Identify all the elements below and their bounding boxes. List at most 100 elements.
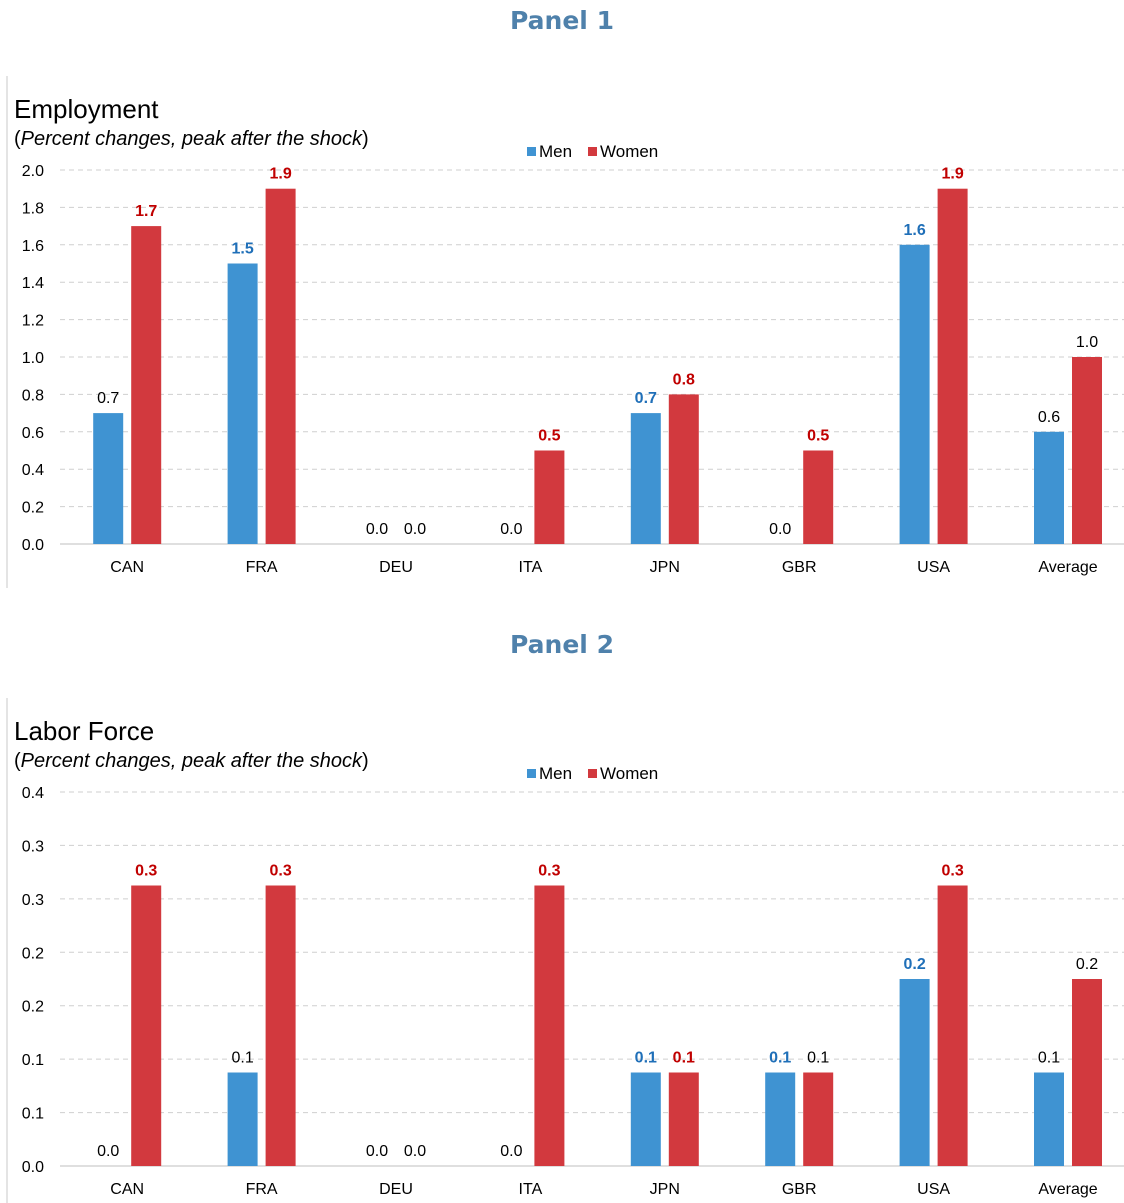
data-label-men-can: 0.7 xyxy=(97,390,119,407)
panel-1-heading: Panel 1 xyxy=(510,6,614,35)
x-tick-label: ITA xyxy=(519,1181,543,1198)
legend-swatch-men xyxy=(527,147,536,156)
x-tick-label: FRA xyxy=(246,1181,278,1198)
bar-women-can xyxy=(131,885,162,1166)
data-label-women-deu: 0.0 xyxy=(404,1143,426,1160)
bar-men-usa xyxy=(899,244,930,545)
data-label-women-gbr: 0.5 xyxy=(807,428,829,445)
bar-women-jpn xyxy=(668,394,699,544)
data-label-women-average: 0.2 xyxy=(1076,956,1098,973)
bar-women-average xyxy=(1072,979,1102,1166)
bar-men-jpn xyxy=(630,1072,661,1166)
x-tick-label: JPN xyxy=(650,559,680,576)
y-tick-label: 1.8 xyxy=(22,200,44,217)
x-tick-label: Average xyxy=(1038,559,1097,576)
data-label-men-gbr: 0.0 xyxy=(769,521,791,538)
data-label-women-can: 1.7 xyxy=(135,203,157,220)
x-tick-label: USA xyxy=(917,1181,950,1198)
data-label-women-fra: 1.9 xyxy=(269,166,291,183)
data-label-women-ita: 0.5 xyxy=(538,428,560,445)
y-tick-label: 0.4 xyxy=(22,462,44,479)
data-label-women-fra: 0.3 xyxy=(269,863,291,880)
y-tick-label: 2.0 xyxy=(22,163,44,180)
chart-title: Labor Force xyxy=(14,716,154,746)
bar-men-fra xyxy=(227,1072,258,1166)
chart-subtitle: (Percent changes, peak after the shock) xyxy=(14,128,369,150)
y-tick-label: 0.1 xyxy=(22,1052,44,1069)
bar-men-average xyxy=(1034,1072,1064,1166)
y-tick-label: 1.2 xyxy=(22,313,44,330)
y-tick-label: 0.0 xyxy=(22,537,44,554)
x-tick-label: GBR xyxy=(782,559,817,576)
y-tick-label: 0.3 xyxy=(22,892,44,909)
bar-women-jpn xyxy=(668,1072,699,1166)
data-label-women-gbr: 0.1 xyxy=(807,1050,829,1067)
data-label-men-usa: 1.6 xyxy=(903,222,925,239)
bar-women-can xyxy=(131,226,162,544)
bar-women-ita xyxy=(534,885,565,1166)
legend-swatch-women xyxy=(588,147,597,156)
data-label-women-usa: 0.3 xyxy=(941,863,963,880)
legend-label-men: Men xyxy=(539,764,572,783)
data-label-men-average: 0.1 xyxy=(1038,1050,1060,1067)
x-tick-label: Average xyxy=(1038,1181,1097,1198)
y-tick-label: 0.2 xyxy=(22,945,44,962)
bar-women-average xyxy=(1072,357,1102,544)
y-tick-label: 0.4 xyxy=(22,785,44,802)
bar-women-ita xyxy=(534,450,565,544)
bar-men-jpn xyxy=(630,413,661,544)
legend-label-women: Women xyxy=(600,764,658,783)
bar-women-gbr xyxy=(803,1072,834,1166)
data-label-men-can: 0.0 xyxy=(97,1143,119,1160)
bar-men-gbr xyxy=(765,1072,796,1166)
bar-women-usa xyxy=(937,885,968,1166)
x-tick-label: FRA xyxy=(246,559,278,576)
y-tick-label: 0.3 xyxy=(22,838,44,855)
bar-women-gbr xyxy=(803,450,834,544)
x-tick-label: JPN xyxy=(650,1181,680,1198)
y-tick-label: 0.2 xyxy=(22,500,44,517)
legend-swatch-women xyxy=(588,769,597,778)
y-tick-label: 1.0 xyxy=(22,350,44,367)
legend-swatch-men xyxy=(527,769,536,778)
x-tick-label: USA xyxy=(917,559,950,576)
chart-subtitle: (Percent changes, peak after the shock) xyxy=(14,750,369,772)
employment-chart: Employment (Percent changes, peak after t… xyxy=(0,72,1124,592)
bar-men-usa xyxy=(899,979,930,1166)
y-tick-label: 0.2 xyxy=(22,999,44,1016)
data-label-women-average: 1.0 xyxy=(1076,334,1098,351)
data-label-women-deu: 0.0 xyxy=(404,521,426,538)
bar-men-average xyxy=(1034,431,1064,544)
data-label-men-gbr: 0.1 xyxy=(769,1050,791,1067)
data-label-men-usa: 0.2 xyxy=(903,956,925,973)
labor-force-chart: Labor Force (Percent changes, peak after … xyxy=(0,694,1124,1203)
data-label-women-usa: 1.9 xyxy=(941,166,963,183)
legend-label-women: Women xyxy=(600,142,658,161)
x-tick-label: DEU xyxy=(379,1181,413,1198)
bar-women-fra xyxy=(265,885,296,1166)
data-label-men-average: 0.6 xyxy=(1038,409,1060,426)
x-tick-label: GBR xyxy=(782,1181,817,1198)
data-label-men-ita: 0.0 xyxy=(500,521,522,538)
panel-2-heading: Panel 2 xyxy=(510,630,614,659)
data-label-men-deu: 0.0 xyxy=(366,521,388,538)
data-label-men-fra: 1.5 xyxy=(231,241,253,258)
data-label-women-ita: 0.3 xyxy=(538,863,560,880)
x-tick-label: DEU xyxy=(379,559,413,576)
x-tick-label: CAN xyxy=(110,559,144,576)
bar-men-can xyxy=(93,413,124,544)
labor-force-chart-svg: Labor Force (Percent changes, peak after … xyxy=(6,698,1124,1203)
employment-chart-svg: Employment (Percent changes, peak after t… xyxy=(6,76,1124,588)
data-label-women-jpn: 0.8 xyxy=(673,371,695,388)
data-label-men-jpn: 0.7 xyxy=(635,390,657,407)
y-tick-label: 1.6 xyxy=(22,238,44,255)
y-tick-label: 0.8 xyxy=(22,387,44,404)
data-label-women-jpn: 0.1 xyxy=(673,1050,695,1067)
y-tick-label: 0.0 xyxy=(22,1159,44,1176)
y-tick-label: 1.4 xyxy=(22,275,44,292)
bar-women-usa xyxy=(937,188,968,544)
bar-women-fra xyxy=(265,188,296,544)
bar-men-fra xyxy=(227,263,258,544)
data-label-men-deu: 0.0 xyxy=(366,1143,388,1160)
data-label-women-can: 0.3 xyxy=(135,863,157,880)
